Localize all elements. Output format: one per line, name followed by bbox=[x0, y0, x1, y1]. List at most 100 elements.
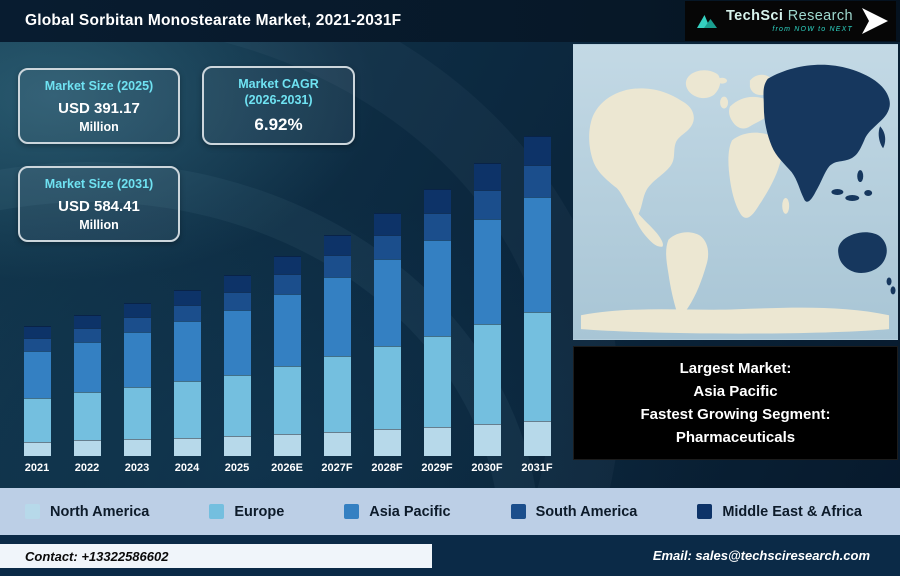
bar-segment-asia-pacific bbox=[273, 293, 301, 366]
x-axis-label-2029f: 2029F bbox=[421, 462, 453, 474]
legend: North America Europe Asia Pacific South Ame… bbox=[0, 488, 900, 535]
bar-2031f bbox=[512, 136, 562, 456]
legend-item-north-america: North America bbox=[25, 504, 149, 520]
market-size-2031-box: Market Size (2031) USD 584.41 Million bbox=[18, 166, 180, 242]
bar-2027f bbox=[312, 234, 362, 456]
region-indonesia-highlight bbox=[831, 189, 844, 195]
bar-stack bbox=[423, 188, 451, 456]
bar-segment-south-america bbox=[223, 291, 251, 310]
legend-swatch-asia-pacific bbox=[344, 504, 360, 519]
logo-brand-secondary: Research bbox=[787, 7, 853, 24]
contact-strip: Contact: +13322586602 bbox=[0, 544, 432, 568]
region-new-zealand-highlight bbox=[890, 286, 896, 295]
bar-segment-asia-pacific bbox=[473, 218, 501, 325]
bar-stack bbox=[73, 314, 101, 456]
bar-segment-north-america bbox=[23, 441, 51, 456]
market-cagr-title: Market CAGR bbox=[238, 77, 319, 91]
bar-segment-north-america bbox=[273, 433, 301, 456]
bar-segment-south-america bbox=[323, 254, 351, 277]
region-south-america bbox=[666, 232, 709, 316]
bar-stack bbox=[273, 255, 301, 456]
bar-segment-middle-east-africa bbox=[73, 314, 101, 328]
bar-segment-asia-pacific bbox=[523, 196, 551, 312]
bar-segment-south-america bbox=[373, 234, 401, 259]
x-axis-label-2026e: 2026E bbox=[271, 462, 303, 474]
region-japan-highlight bbox=[878, 126, 886, 149]
x-axis-label-2023: 2023 bbox=[124, 462, 150, 474]
bar-2029f bbox=[412, 188, 462, 456]
bar-2026e bbox=[262, 255, 312, 456]
bar-segment-middle-east-africa bbox=[373, 212, 401, 235]
logo-tagline: from NOW to NEXT bbox=[772, 26, 853, 34]
market-size-2031-value: USD 584.41 bbox=[58, 197, 140, 215]
bar-stack bbox=[473, 163, 501, 456]
stacked-bar-chart: 2021 2022 2023 2024 2025 2026E 2027F 2028F 2029F… bbox=[12, 134, 564, 474]
bar-2023 bbox=[112, 302, 162, 456]
bar-2028f bbox=[362, 212, 412, 456]
bar-2024 bbox=[162, 289, 212, 456]
bar-segment-middle-east-africa bbox=[523, 136, 551, 165]
bar-2025 bbox=[212, 275, 262, 456]
callout-line-1: Asia Pacific bbox=[693, 383, 778, 400]
market-size-2031-title: Market Size (2031) bbox=[44, 177, 154, 191]
bar-segment-middle-east-africa bbox=[223, 275, 251, 292]
bar-segment-north-america bbox=[73, 440, 101, 456]
mountain-icon bbox=[696, 15, 717, 28]
bar-segment-europe bbox=[323, 356, 351, 432]
callout-line-3: Pharmaceuticals bbox=[675, 429, 796, 446]
bar-segment-north-america bbox=[523, 420, 551, 456]
bar-segment-south-america bbox=[123, 316, 151, 332]
market-size-2025-title: Market Size (2025) bbox=[44, 79, 154, 93]
bar-segment-europe bbox=[473, 324, 501, 424]
bar-2022 bbox=[62, 314, 112, 456]
region-africa bbox=[728, 132, 782, 218]
legend-item-middle-east-africa: Middle East & Africa bbox=[697, 504, 862, 520]
region-indonesia-highlight bbox=[845, 194, 860, 201]
legend-item-asia-pacific: Asia Pacific bbox=[344, 504, 451, 520]
market-size-2025-value: USD 391.17 bbox=[58, 99, 140, 117]
contact-phone: Contact: +13322586602 bbox=[25, 548, 169, 564]
bar-segment-north-america bbox=[123, 439, 151, 456]
callout-line-2: Fastest Growing Segment: bbox=[640, 406, 831, 423]
bar-segment-north-america bbox=[473, 423, 501, 456]
region-madagascar bbox=[782, 197, 790, 214]
region-uk bbox=[720, 96, 729, 109]
logo-text: TechSci Research from NOW to NEXT bbox=[726, 9, 853, 34]
bar-segment-europe bbox=[223, 374, 251, 437]
bar-segment-north-america bbox=[323, 431, 351, 456]
region-asia-highlight bbox=[763, 64, 890, 202]
bar-segment-asia-pacific bbox=[323, 276, 351, 357]
bar-stack bbox=[223, 275, 251, 456]
bar-segment-middle-east-africa bbox=[23, 326, 51, 339]
region-europe bbox=[729, 96, 770, 129]
bar-segment-middle-east-africa bbox=[273, 255, 301, 274]
main-area: Market Size (2025) USD 391.17 Million Ma… bbox=[0, 42, 900, 488]
bar-segment-middle-east-africa bbox=[423, 188, 451, 213]
region-indonesia-highlight bbox=[864, 190, 873, 196]
bar-segment-south-america bbox=[73, 327, 101, 342]
legend-label-north-america: North America bbox=[50, 503, 150, 520]
region-australia-highlight bbox=[838, 232, 887, 273]
contact-email: Email: sales@techsciresearch.com bbox=[652, 548, 870, 563]
bar-segment-middle-east-africa bbox=[473, 163, 501, 190]
region-antarctica bbox=[580, 307, 890, 334]
x-axis-label-2025: 2025 bbox=[224, 462, 250, 474]
header-bar: Global Sorbitan Monostearate Market, 202… bbox=[0, 0, 900, 42]
market-size-2031-unit: Million bbox=[79, 217, 119, 232]
x-axis-label-2022: 2022 bbox=[74, 462, 100, 474]
callout-box: Largest Market: Asia Pacific Fastest Growi… bbox=[573, 346, 898, 460]
bar-segment-middle-east-africa bbox=[323, 234, 351, 255]
bar-stack bbox=[323, 234, 351, 456]
legend-swatch-south-america bbox=[510, 504, 526, 519]
x-axis-label-2030f: 2030F bbox=[471, 462, 503, 474]
bar-segment-europe bbox=[373, 346, 401, 430]
bar-segment-south-america bbox=[173, 304, 201, 322]
bar-segment-europe bbox=[73, 392, 101, 441]
bar-segment-asia-pacific bbox=[23, 351, 51, 398]
region-greenland bbox=[685, 70, 721, 99]
x-axis-label-2027f: 2027F bbox=[321, 462, 353, 474]
bar-segment-asia-pacific bbox=[223, 309, 251, 375]
bar-segment-europe bbox=[523, 311, 551, 421]
market-size-2025-box: Market Size (2025) USD 391.17 Million bbox=[18, 68, 180, 144]
